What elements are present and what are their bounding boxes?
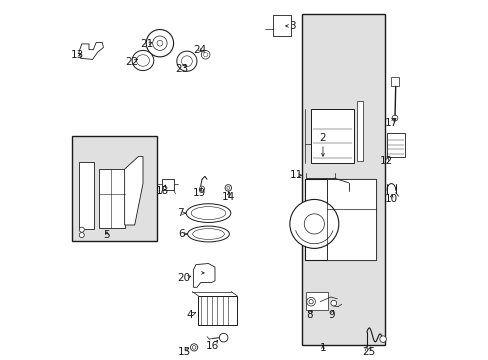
Circle shape: [379, 336, 386, 342]
Circle shape: [192, 346, 196, 349]
Bar: [302, 14, 384, 345]
Circle shape: [306, 297, 315, 306]
Bar: [198, 296, 237, 325]
Ellipse shape: [136, 55, 149, 66]
Ellipse shape: [191, 207, 225, 220]
Text: 10: 10: [384, 194, 397, 204]
Polygon shape: [124, 157, 142, 225]
Bar: [356, 101, 363, 161]
Text: 12: 12: [379, 156, 392, 166]
Text: 1: 1: [319, 343, 325, 354]
Text: 25: 25: [361, 347, 375, 357]
Circle shape: [203, 53, 207, 57]
Circle shape: [308, 300, 313, 304]
Bar: [72, 136, 157, 241]
Circle shape: [79, 233, 84, 238]
Text: 5: 5: [103, 230, 110, 240]
Text: 8: 8: [305, 310, 312, 320]
Text: 13: 13: [70, 50, 83, 60]
Text: 24: 24: [192, 45, 206, 55]
Bar: [304, 179, 375, 260]
Text: 20: 20: [177, 273, 190, 283]
Ellipse shape: [192, 229, 224, 239]
Circle shape: [289, 199, 338, 248]
Text: 15: 15: [177, 347, 190, 357]
Text: 6: 6: [178, 229, 184, 239]
Bar: [162, 179, 174, 190]
Bar: [390, 77, 398, 86]
Bar: [326, 179, 375, 260]
Polygon shape: [193, 264, 215, 287]
Circle shape: [199, 186, 204, 191]
Circle shape: [226, 186, 229, 189]
Circle shape: [152, 36, 167, 50]
Text: 3: 3: [289, 21, 295, 31]
Text: 17: 17: [384, 118, 397, 128]
Circle shape: [157, 40, 163, 46]
Text: 19: 19: [192, 188, 206, 198]
Text: 11: 11: [289, 170, 303, 180]
Text: 9: 9: [327, 310, 334, 320]
Polygon shape: [79, 42, 103, 59]
Circle shape: [304, 214, 324, 234]
Bar: [272, 15, 291, 36]
Circle shape: [201, 50, 209, 59]
Text: 18: 18: [156, 186, 169, 196]
Circle shape: [224, 185, 231, 191]
Bar: [79, 162, 94, 229]
Circle shape: [79, 227, 84, 232]
Circle shape: [146, 30, 173, 57]
Bar: [310, 109, 353, 163]
Text: 21: 21: [140, 39, 153, 49]
Bar: [386, 133, 404, 157]
Circle shape: [330, 300, 336, 306]
Circle shape: [181, 56, 192, 67]
Text: 22: 22: [125, 57, 139, 67]
Ellipse shape: [187, 226, 229, 242]
Text: 4: 4: [186, 310, 193, 320]
Text: 16: 16: [206, 341, 219, 351]
Circle shape: [391, 115, 397, 121]
Circle shape: [177, 51, 197, 71]
Circle shape: [219, 333, 227, 342]
Text: 7: 7: [177, 208, 183, 218]
Text: 14: 14: [221, 192, 234, 202]
Circle shape: [190, 344, 197, 351]
Text: 23: 23: [175, 64, 188, 74]
Ellipse shape: [132, 50, 153, 71]
Text: 2: 2: [319, 132, 325, 143]
Ellipse shape: [186, 204, 230, 222]
Bar: [306, 292, 327, 310]
Bar: [99, 169, 124, 228]
